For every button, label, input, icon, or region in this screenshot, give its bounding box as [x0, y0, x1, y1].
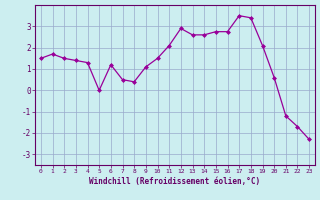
X-axis label: Windchill (Refroidissement éolien,°C): Windchill (Refroidissement éolien,°C)	[89, 177, 260, 186]
